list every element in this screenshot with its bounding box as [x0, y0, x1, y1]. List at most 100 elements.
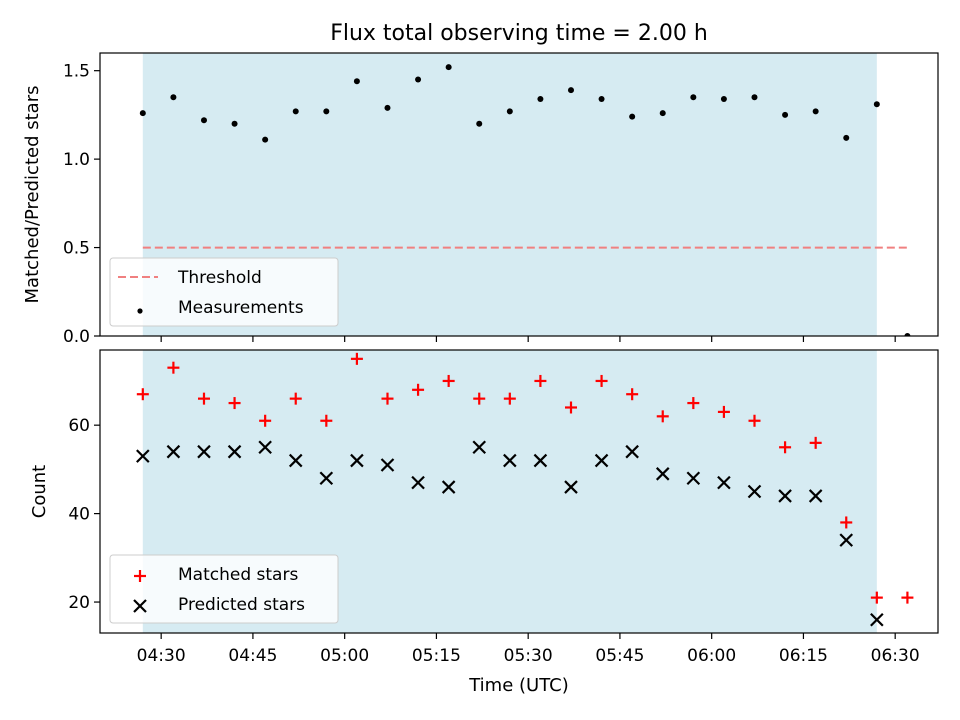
data-point	[782, 111, 789, 118]
y-axis-label: Matched/Predicted stars	[22, 86, 43, 304]
y-tick-label: 20	[68, 593, 90, 613]
data-point	[506, 108, 513, 115]
legend-box	[109, 554, 339, 624]
data-point	[166, 444, 181, 459]
data-point	[473, 392, 486, 405]
legend-label: Measurements	[178, 298, 304, 318]
data-point	[840, 516, 853, 529]
data-point	[170, 94, 177, 101]
data-point	[472, 440, 487, 455]
data-point	[720, 95, 727, 102]
data-point	[748, 414, 761, 427]
x-axis-label: Time (UTC)	[468, 675, 569, 696]
data-point	[381, 392, 394, 405]
data-point	[136, 449, 150, 463]
data-point	[564, 401, 577, 414]
data-point	[873, 101, 880, 108]
data-point	[258, 440, 272, 455]
data-point	[655, 467, 670, 481]
data-point	[442, 374, 455, 387]
data-point	[228, 397, 241, 410]
data-point	[870, 612, 884, 627]
x-tick-label: 04:30	[137, 646, 186, 666]
data-point	[717, 475, 731, 490]
top-panel: 0.0 0.5 1.0 1.5 Matched/Predicted stars Thres…	[22, 52, 939, 347]
data-point	[197, 444, 211, 459]
data-point	[809, 436, 822, 449]
data-point	[656, 410, 669, 423]
data-point	[778, 489, 792, 503]
data-point	[625, 444, 639, 459]
data-point	[384, 104, 391, 111]
data-point	[564, 480, 578, 494]
data-point	[904, 333, 911, 336]
data-point	[503, 392, 516, 405]
x-tick-label: 06:30	[871, 646, 920, 666]
bottom-panel: 20 40 60 04:30 04:45 05:00 05:15 05:30 05:45 06:0…	[29, 349, 939, 666]
y-tick-label: 0.0	[63, 327, 90, 347]
data-point	[323, 108, 330, 115]
data-point	[320, 414, 333, 427]
data-point	[534, 374, 547, 387]
data-point	[259, 414, 272, 427]
data-point	[812, 108, 819, 115]
data-point	[445, 64, 452, 71]
data-point	[167, 361, 180, 374]
legend: Threshold Measurements	[109, 257, 339, 327]
x-tick-label: 06:00	[687, 646, 736, 666]
data-point	[415, 76, 422, 83]
data-point	[686, 471, 701, 486]
data-point	[350, 453, 364, 468]
x-tick-label: 06:15	[779, 646, 828, 666]
legend-swatch	[137, 308, 143, 314]
data-point	[870, 591, 883, 604]
data-point	[690, 94, 697, 101]
data-point	[197, 392, 210, 405]
legend: Matched stars Predicted stars	[109, 554, 339, 624]
x-tick-label: 05:30	[504, 646, 553, 666]
data-point	[717, 405, 730, 418]
data-point	[292, 108, 299, 115]
y-tick-label: 40	[68, 505, 90, 525]
data-point	[441, 480, 456, 494]
data-point	[751, 94, 758, 101]
axes-frame	[99, 52, 939, 337]
data-point	[380, 458, 395, 472]
y-tick-label: 60	[68, 416, 90, 436]
data-point	[901, 591, 914, 604]
legend-swatch	[134, 570, 146, 582]
legend-swatch	[133, 599, 147, 613]
data-point	[227, 444, 242, 459]
data-point	[843, 134, 850, 141]
legend-label: Predicted stars	[178, 595, 305, 615]
axes-frame	[99, 349, 939, 634]
x-tick-label: 04:45	[228, 646, 277, 666]
data-point	[839, 533, 854, 547]
legend-label: Threshold	[177, 268, 262, 288]
data-point	[231, 120, 238, 127]
data-point	[659, 110, 666, 117]
x-tick-label: 05:15	[412, 646, 461, 666]
y-tick-label: 0.5	[63, 239, 90, 259]
data-point	[289, 392, 302, 405]
y-tick-label: 1.0	[63, 150, 90, 170]
data-point	[200, 117, 207, 124]
data-point	[687, 397, 700, 410]
data-point	[353, 78, 360, 85]
legend-box	[109, 257, 339, 327]
data-point	[747, 484, 762, 499]
data-point	[537, 95, 544, 102]
data-point	[411, 475, 425, 490]
data-point	[412, 383, 425, 396]
x-tick-label: 05:00	[320, 646, 369, 666]
figure-title: Flux total observing time = 2.00 h	[330, 21, 708, 46]
data-point	[476, 120, 483, 127]
data-point	[567, 87, 574, 94]
data-point	[503, 453, 517, 468]
data-point	[598, 95, 605, 102]
x-tick-label: 05:45	[595, 646, 644, 666]
data-point	[350, 352, 363, 365]
data-point	[139, 110, 146, 117]
data-point	[262, 136, 269, 143]
data-point	[288, 453, 303, 468]
